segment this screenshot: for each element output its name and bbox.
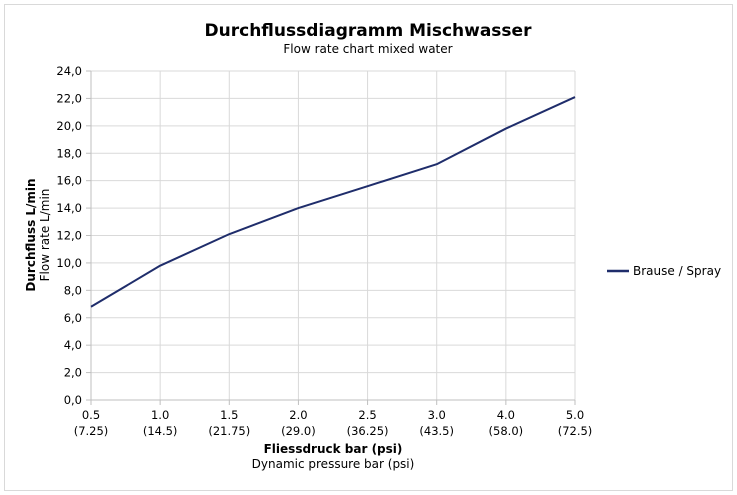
series-line-brause-spray — [90, 96, 576, 308]
y-tick-label: 0,0 — [64, 393, 82, 407]
y-axis-subtitle: Flow rate L/min — [38, 189, 52, 282]
x-tick-sublabel: (29.0) — [281, 424, 316, 438]
x-tick-label: 0.5 — [82, 408, 100, 422]
x-tick-sublabel: (72.5) — [558, 424, 593, 438]
x-tick-sublabel: (21.75) — [208, 424, 250, 438]
y-tick-label: 24,0 — [56, 64, 82, 78]
x-tick-sublabel: (58.0) — [489, 424, 524, 438]
legend-label-brause-spray: Brause / Spray — [633, 264, 721, 278]
x-tick-sublabel: (7.25) — [74, 424, 109, 438]
x-tick-label: 2.5 — [358, 408, 376, 422]
chart-subtitle: Flow rate chart mixed water — [283, 42, 452, 56]
y-tick-label: 22,0 — [56, 91, 82, 105]
gridlines — [91, 70, 576, 400]
y-tick-label: 8,0 — [64, 283, 82, 297]
y-tick-label: 20,0 — [56, 119, 82, 133]
y-tick-label: 2,0 — [64, 366, 82, 380]
x-tick-labels: 0.5 (7.25) 1.0 (14.5) 1.5 (21.75) 2.0 (29.0) 2.5… — [74, 408, 593, 438]
x-tick-label: 1.0 — [151, 408, 169, 422]
x-tick-label: 1.5 — [220, 408, 238, 422]
y-tick-label: 18,0 — [56, 146, 82, 160]
series-lines — [90, 96, 576, 308]
legend: Brause / Spray — [607, 264, 721, 278]
x-tick-label: 3.0 — [428, 408, 446, 422]
x-tick-sublabel: (43.5) — [419, 424, 454, 438]
y-tick-label: 6,0 — [64, 311, 82, 325]
x-tick-label: 2.0 — [289, 408, 307, 422]
y-tick-label: 14,0 — [56, 201, 82, 215]
x-tick-label: 4.0 — [497, 408, 515, 422]
x-axis-subtitle: Dynamic pressure bar (psi) — [252, 457, 415, 471]
y-tick-label: 10,0 — [56, 256, 82, 270]
y-tick-label: 12,0 — [56, 229, 82, 243]
y-tick-labels: 0,0 2,0 4,0 6,0 8,0 10,0 12,0 14,0 16,0 18,0 20,0 2… — [56, 64, 82, 407]
x-tick-sublabel: (14.5) — [143, 424, 178, 438]
y-tick-label: 16,0 — [56, 174, 82, 188]
chart-frame — [4, 4, 733, 491]
x-tick-label: 5.0 — [566, 408, 584, 422]
axes — [86, 70, 576, 405]
chart-title: Durchflussdiagramm Mischwasser — [205, 21, 533, 41]
y-axis-title: Durchfluss L/min — [24, 178, 38, 291]
y-tick-label: 4,0 — [64, 338, 82, 352]
x-axis-title: Fliessdruck bar (psi) — [264, 442, 403, 456]
x-tick-sublabel: (36.25) — [347, 424, 389, 438]
